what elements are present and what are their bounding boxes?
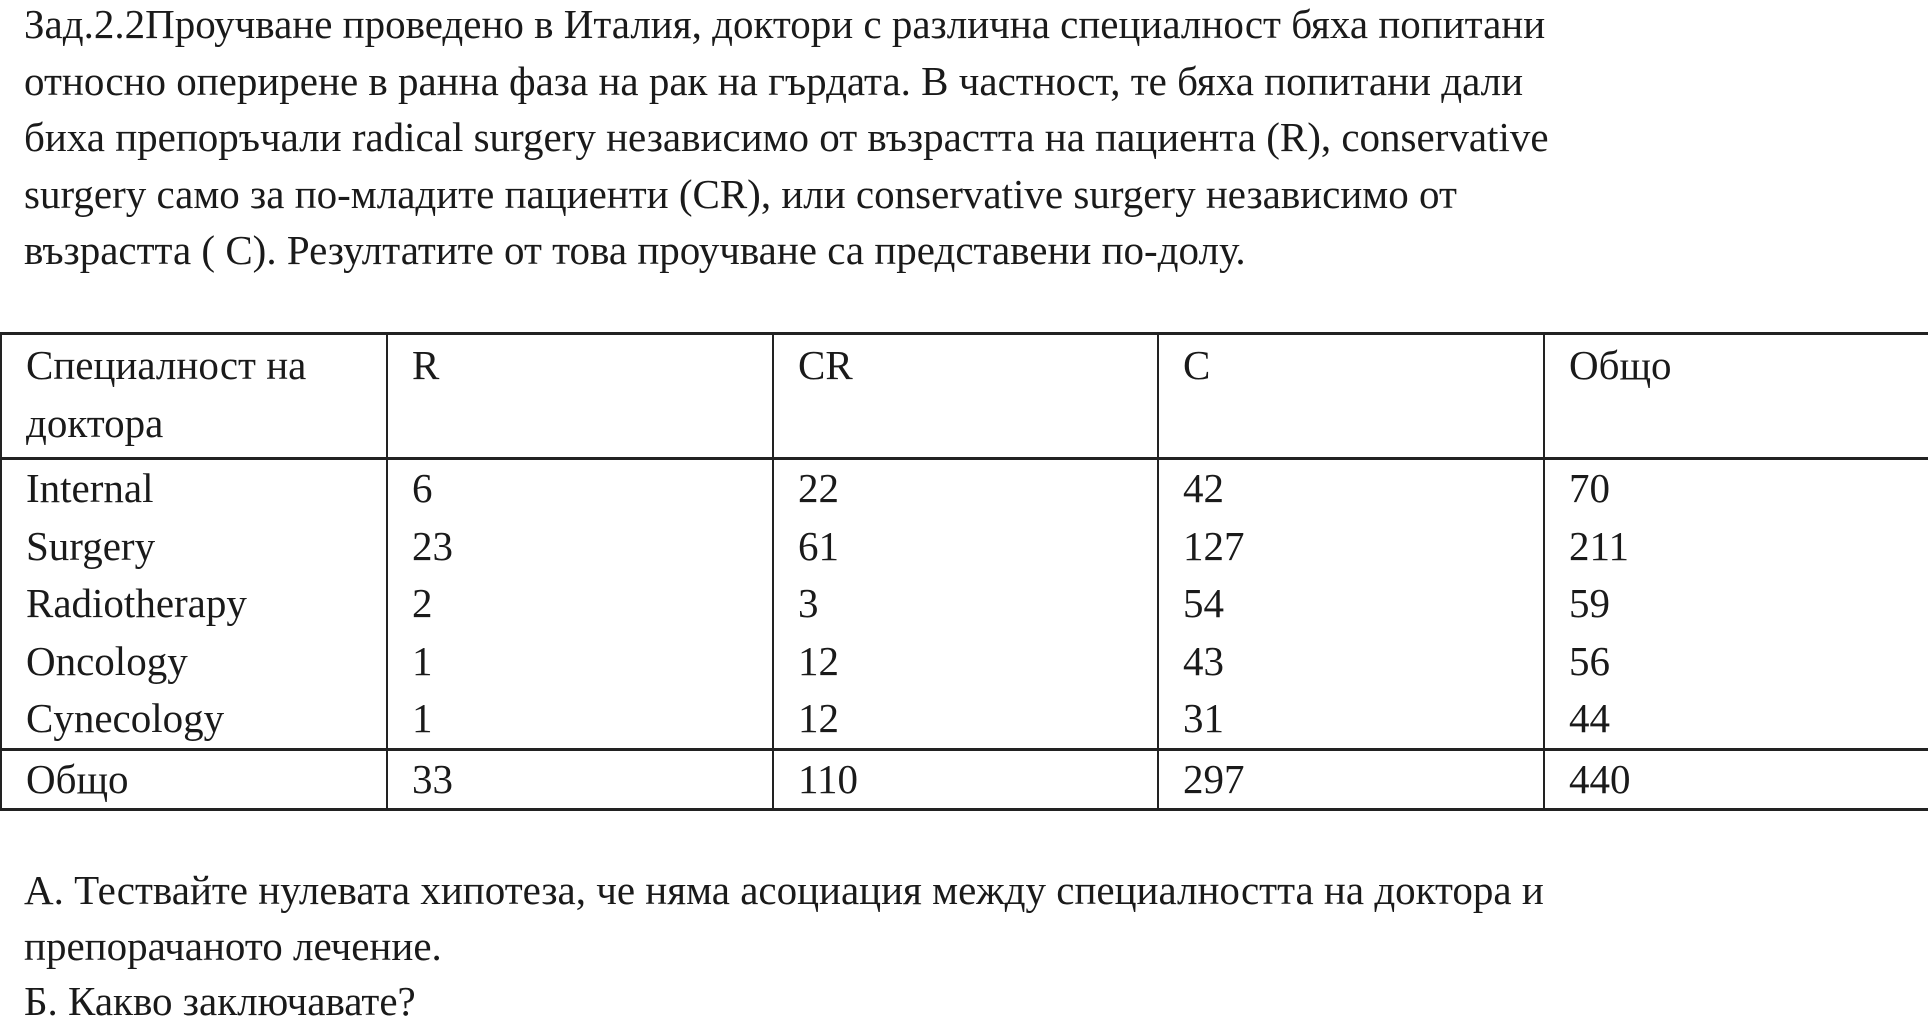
table-row: Cynecology 1 12 31 44 [0, 690, 1928, 749]
cell: 297 [1157, 747, 1545, 811]
cell: Surgery [0, 517, 388, 575]
cell: Oncology [0, 632, 388, 690]
table-row: Internal 6 22 42 70 [0, 458, 1928, 518]
cell: 54 [1157, 575, 1545, 633]
cell: 44 [1543, 690, 1928, 749]
header-cell: Специалност на доктора [0, 332, 388, 460]
cell: 1 [386, 632, 774, 690]
header-cell: R [386, 332, 774, 460]
cell: 211 [1543, 517, 1928, 575]
cell: 22 [772, 458, 1159, 518]
cell: 33 [386, 747, 774, 811]
header-cell: Общо [1543, 332, 1928, 460]
intro-line: биха препоръчали radical surgery независ… [24, 114, 1549, 160]
results-table: Специалност на доктора R CR C Общо Inter… [0, 332, 1928, 811]
cell: 59 [1543, 575, 1928, 633]
intro-line: възрастта ( C). Резултатите от това проу… [24, 227, 1246, 273]
cell: Radiotherapy [0, 575, 388, 633]
cell: 1 [386, 690, 774, 749]
cell: 56 [1543, 632, 1928, 690]
table-row: Oncology 1 12 43 56 [0, 632, 1928, 690]
question-line: препорачаното лечение. [24, 922, 442, 969]
intro-line: Зад.2.2Проучване проведено в Италия, док… [24, 1, 1546, 47]
intro-line: относно оперирене в ранна фаза на рак на… [24, 57, 1524, 104]
cell: 3 [772, 575, 1159, 633]
cell: 12 [772, 632, 1159, 690]
cell: 127 [1157, 517, 1545, 575]
cell: 12 [772, 690, 1159, 749]
cell: Cynecology [0, 690, 388, 749]
question-line: А. Тествайте нулевата хипотеза, че няма … [24, 867, 1544, 913]
cell: 43 [1157, 632, 1545, 690]
cell: 440 [1543, 747, 1928, 811]
cell: 2 [386, 575, 774, 633]
cell: 61 [772, 517, 1159, 575]
table-row: Radiotherapy 2 3 54 59 [0, 575, 1928, 633]
cell: 110 [772, 747, 1159, 811]
cell: 31 [1157, 690, 1545, 749]
cell: 23 [386, 517, 774, 575]
table-total-row: Общо 33 110 297 440 [0, 747, 1928, 811]
header-cell: C [1157, 332, 1545, 460]
questions: А. Тествайте нулевата хипотеза, че няма … [24, 863, 1544, 1030]
cell: 70 [1543, 458, 1928, 518]
cell: Internal [0, 458, 388, 518]
table-header-row: Специалност на доктора R CR C Общо [0, 332, 1928, 460]
header-cell: CR [772, 332, 1159, 460]
cell: Общо [0, 747, 388, 811]
cell: 6 [386, 458, 774, 518]
cell: 42 [1157, 458, 1545, 518]
problem-statement: Зад.2.2Проучване проведено в Италия, док… [24, 0, 1549, 279]
intro-line: surgery само за по-младите пациенти (CR)… [24, 170, 1457, 217]
question-line: Б. Какво заключавате? [24, 978, 416, 1024]
table-row: Surgery 23 61 127 211 [0, 517, 1928, 575]
